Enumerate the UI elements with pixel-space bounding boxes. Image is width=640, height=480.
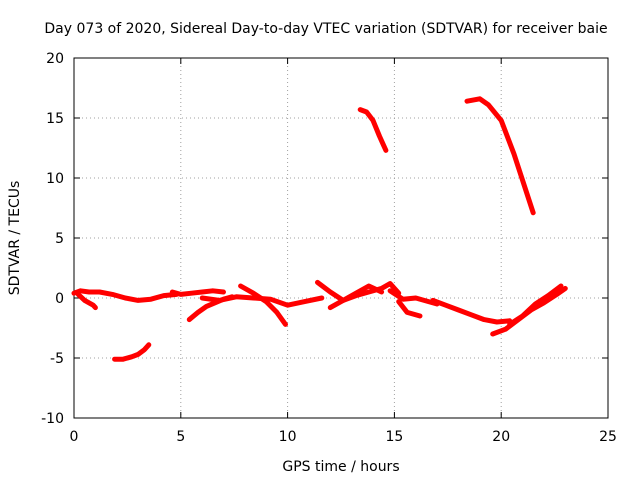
series-arc-10 xyxy=(357,107,389,153)
x-tick-label: 0 xyxy=(70,429,79,445)
series-arc-3 xyxy=(112,342,152,362)
y-axis-label: SDTVAR / TECUs xyxy=(7,181,23,296)
x-axis-label: GPS time / hours xyxy=(282,459,399,475)
chart-title: Day 073 of 2020, Sidereal Day-to-day VTE… xyxy=(44,21,607,37)
series-arc-16 xyxy=(507,283,564,327)
series-arc-12 xyxy=(396,299,423,319)
series-arc-1 xyxy=(71,288,179,303)
series-arc-9 xyxy=(327,283,385,311)
x-tick-label: 10 xyxy=(279,429,297,445)
series-arc-2 xyxy=(75,291,98,311)
y-tick-label: -10 xyxy=(41,411,64,427)
x-tick-label: 20 xyxy=(492,429,510,445)
grid-lines xyxy=(74,58,608,418)
series-arc-4 xyxy=(169,288,226,297)
series-arc-14 xyxy=(464,96,536,216)
series-arc-13 xyxy=(430,297,513,325)
series-arc-8 xyxy=(315,279,402,303)
x-tick-label: 5 xyxy=(176,429,185,445)
y-tick-label: 10 xyxy=(46,171,64,187)
y-tick-label: 15 xyxy=(46,111,64,127)
x-tick-label: 15 xyxy=(385,429,403,445)
x-tick-label: 25 xyxy=(599,429,617,445)
series-arc-7 xyxy=(238,283,288,327)
y-tick-label: 0 xyxy=(55,291,64,307)
y-tick-label: -5 xyxy=(50,351,64,367)
y-tick-label: 20 xyxy=(46,51,64,67)
y-tick-label: 5 xyxy=(55,231,64,247)
axis-ticks: 0 5 10 15 20 25 -10 -5 0 5 10 15 20 xyxy=(41,51,617,445)
data-series xyxy=(71,96,568,362)
